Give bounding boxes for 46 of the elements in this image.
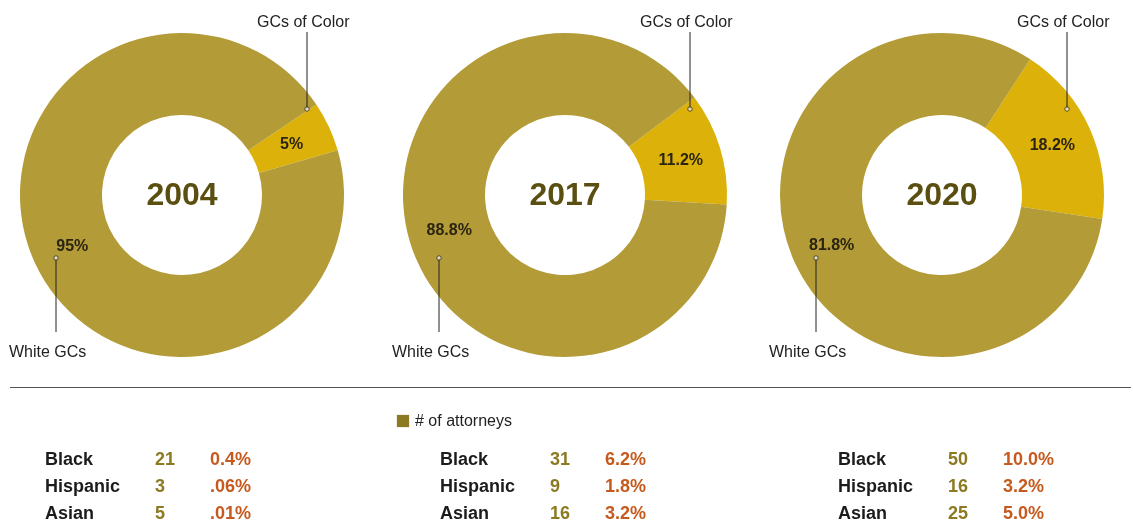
text: 2017 — [529, 176, 601, 212]
slice-label: White GCs — [392, 343, 470, 360]
donut-slice — [628, 97, 727, 205]
data-label: 5% — [280, 134, 304, 152]
data-label: 25 — [948, 503, 969, 523]
data-label: 3 — [155, 476, 166, 496]
data-label: 10.0% — [1003, 449, 1055, 469]
slice-label: White GCs — [769, 343, 847, 360]
data-label: 31 — [550, 449, 571, 469]
data-label: 88.8% — [426, 221, 472, 239]
data-label: 3.2% — [605, 503, 647, 523]
data-label: 0.4% — [210, 449, 252, 469]
data-label: 16 — [550, 503, 571, 523]
slice-label: GCs of Color — [640, 13, 734, 30]
data-label: 3.2% — [1003, 476, 1045, 496]
data-label: 95% — [56, 237, 89, 255]
category-label: Hispanic — [440, 476, 516, 496]
data-label: 9 — [550, 476, 561, 496]
donut-slice — [248, 104, 338, 173]
category-label: Black — [838, 449, 888, 469]
category-label: Hispanic — [838, 476, 914, 496]
category-label: Hispanic — [45, 476, 121, 496]
data-label: 18.2% — [1029, 136, 1076, 154]
data-label: 11.2% — [658, 150, 704, 168]
data-label: 16 — [948, 476, 969, 496]
data-label: .01% — [210, 503, 252, 523]
category-label: Black — [45, 449, 95, 469]
category-label: Asian — [838, 503, 888, 523]
donut-slice — [985, 59, 1104, 219]
data-label: 1.8% — [605, 476, 647, 496]
data-label: 81.8% — [808, 235, 855, 253]
data-label: .06% — [210, 476, 252, 496]
slice-label: GCs of Color — [257, 13, 351, 30]
data-label: 5.0% — [1003, 503, 1045, 523]
category-label: Asian — [45, 503, 95, 523]
data-label: 21 — [155, 449, 176, 469]
data-label: 50 — [948, 449, 969, 469]
category-label: Asian — [440, 503, 490, 523]
slice-label: GCs of Color — [1017, 13, 1111, 30]
legend-label: # of attorneys — [415, 412, 512, 429]
data-label: 6.2% — [605, 449, 647, 469]
category-label: Black — [440, 449, 490, 469]
text: 2004 — [146, 176, 218, 212]
slice-label: White GCs — [9, 343, 87, 360]
data-label: 5 — [155, 503, 166, 523]
text: 2020 — [906, 176, 978, 212]
